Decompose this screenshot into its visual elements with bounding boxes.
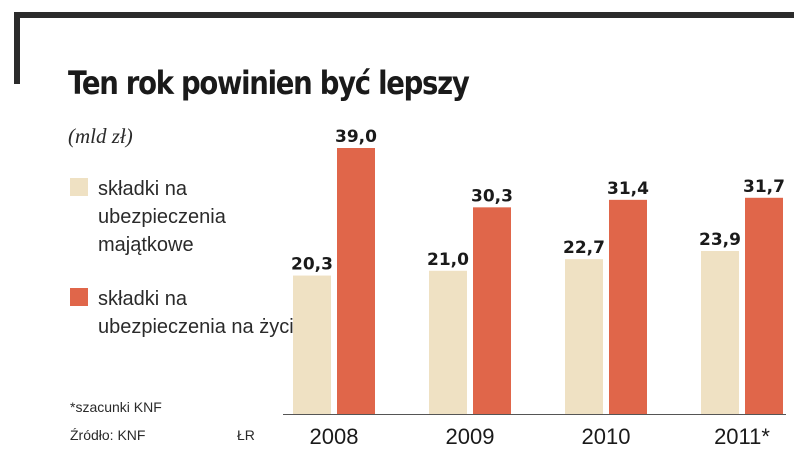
bar-life-2008 <box>337 148 375 414</box>
legend-swatch-property <box>70 178 88 196</box>
bar-property-2011 <box>701 250 739 414</box>
bar-life-2011 <box>745 197 783 414</box>
x-tick-label-2009: 2009 <box>446 424 495 449</box>
x-tick-label-2011: 2011* <box>714 424 770 449</box>
bar-value-label-property-2008: 20,3 <box>291 255 333 275</box>
frame-top-border <box>14 12 794 18</box>
author-initials: ŁR <box>237 427 255 443</box>
bar-property-2008 <box>293 275 331 414</box>
source-note: Źródło: KNF <box>70 427 146 443</box>
chart-title: Ten rok powinien być lepszy <box>68 64 470 102</box>
bar-value-label-property-2011: 23,9 <box>699 230 741 250</box>
bar-property-2009 <box>429 270 467 414</box>
legend-label-property: składki na ubezpieczenia majątkowe <box>98 178 226 256</box>
legend-swatch-life <box>70 288 88 306</box>
footnote: *szacunki KNF <box>70 399 162 415</box>
bar-life-2009 <box>473 207 511 414</box>
bar-value-label-life-2010: 31,4 <box>607 179 649 199</box>
bar-value-label-life-2011: 31,7 <box>743 177 785 197</box>
frame-left-border <box>14 12 20 84</box>
legend-label-life: składki na ubezpieczenia na życie <box>98 288 305 338</box>
bar-value-label-life-2008: 39,0 <box>335 127 377 147</box>
bar-property-2010 <box>565 259 603 414</box>
x-tick-label-2008: 2008 <box>310 424 359 449</box>
bar-life-2010 <box>609 199 647 414</box>
x-tick-label-2010: 2010 <box>582 424 631 449</box>
bar-value-label-property-2010: 22,7 <box>563 238 605 258</box>
bar-value-label-property-2009: 21,0 <box>427 250 469 270</box>
unit-label: (mld zł) <box>68 124 133 148</box>
bar-value-label-life-2009: 30,3 <box>471 186 513 206</box>
